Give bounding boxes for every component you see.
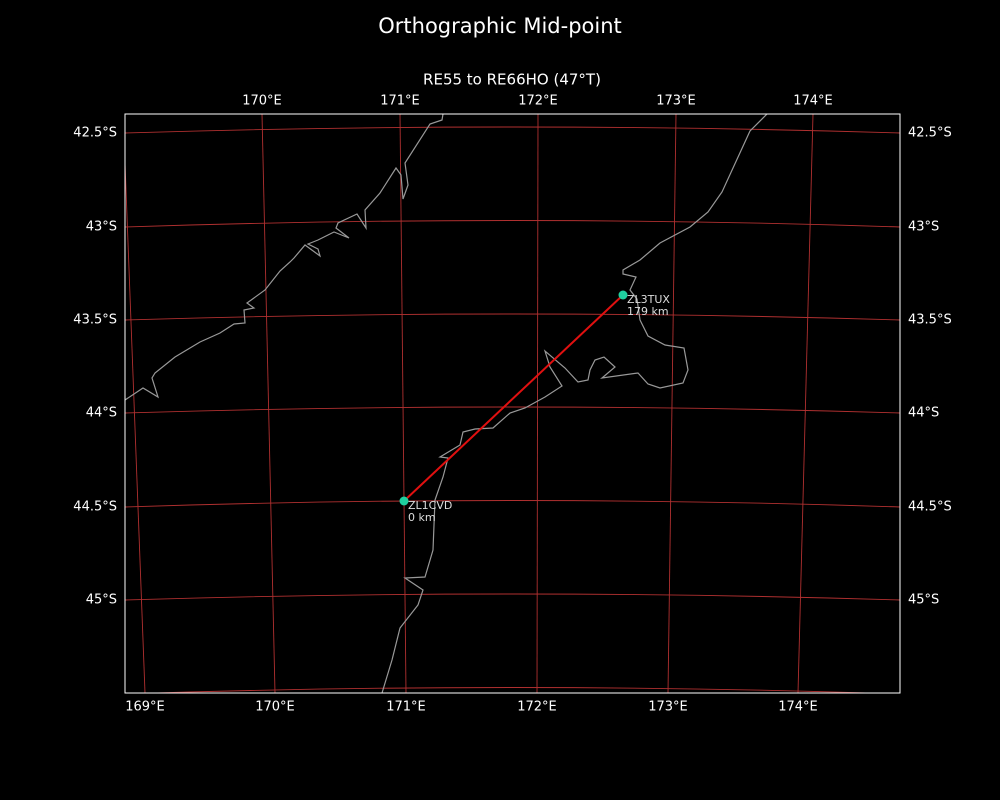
bottom-tick-label: 174°E xyxy=(778,700,818,715)
top-tick-label: 174°E xyxy=(793,94,833,109)
right-tick-label: 42.5°S xyxy=(908,126,952,141)
bottom-tick-label: 170°E xyxy=(255,700,295,715)
bottom-tick-label: 169°E xyxy=(125,700,165,715)
top-tick-label: 171°E xyxy=(380,94,420,109)
top-tick-label: 172°E xyxy=(518,94,558,109)
meridian xyxy=(667,114,677,693)
station-marker xyxy=(399,496,409,506)
station-marker xyxy=(618,290,628,300)
meridian xyxy=(399,114,407,693)
station-call: ZL3TUX xyxy=(627,293,670,306)
parallel xyxy=(125,126,900,134)
bottom-tick-label: 173°E xyxy=(648,700,688,715)
station-call: ZL1CVD xyxy=(408,499,452,512)
parallel xyxy=(125,500,900,508)
right-tick-label: 45°S xyxy=(908,593,939,608)
parallel xyxy=(141,687,883,693)
left-tick-label: 45°S xyxy=(86,593,117,608)
left-tick-label: 44°S xyxy=(86,406,117,421)
parallel xyxy=(125,313,900,321)
parallel xyxy=(125,220,900,228)
station-distance: 179 km xyxy=(627,305,669,318)
left-tick-label: 44.5°S xyxy=(73,500,117,515)
map-frame xyxy=(124,113,901,694)
meridian xyxy=(261,114,276,693)
subtitle: RE55 to RE66HO (47°T) xyxy=(423,71,601,89)
title: Orthographic Mid-point xyxy=(378,14,622,38)
meridian xyxy=(797,114,814,693)
right-tick-label: 44.5°S xyxy=(908,500,952,515)
great-circle-path xyxy=(403,294,624,502)
coastline xyxy=(125,114,444,401)
station-distance: 0 km xyxy=(408,511,436,524)
right-tick-label: 43°S xyxy=(908,220,939,235)
meridian xyxy=(536,114,539,693)
top-tick-label: 173°E xyxy=(656,94,696,109)
parallel xyxy=(125,406,900,414)
graticule xyxy=(125,114,900,693)
top-tick-label: 170°E xyxy=(242,94,282,109)
bottom-tick-label: 171°E xyxy=(386,700,426,715)
left-tick-label: 43.5°S xyxy=(73,313,117,328)
bottom-tick-label: 172°E xyxy=(517,700,557,715)
map-area: ZL1CVD 0 km ZL3TUX 179 km xyxy=(125,114,900,693)
left-tick-label: 43°S xyxy=(86,220,117,235)
parallel xyxy=(125,593,900,601)
right-tick-label: 44°S xyxy=(908,406,939,421)
meridian xyxy=(125,151,146,693)
left-tick-label: 42.5°S xyxy=(73,126,117,141)
right-tick-label: 43.5°S xyxy=(908,313,952,328)
coastline xyxy=(381,114,768,693)
